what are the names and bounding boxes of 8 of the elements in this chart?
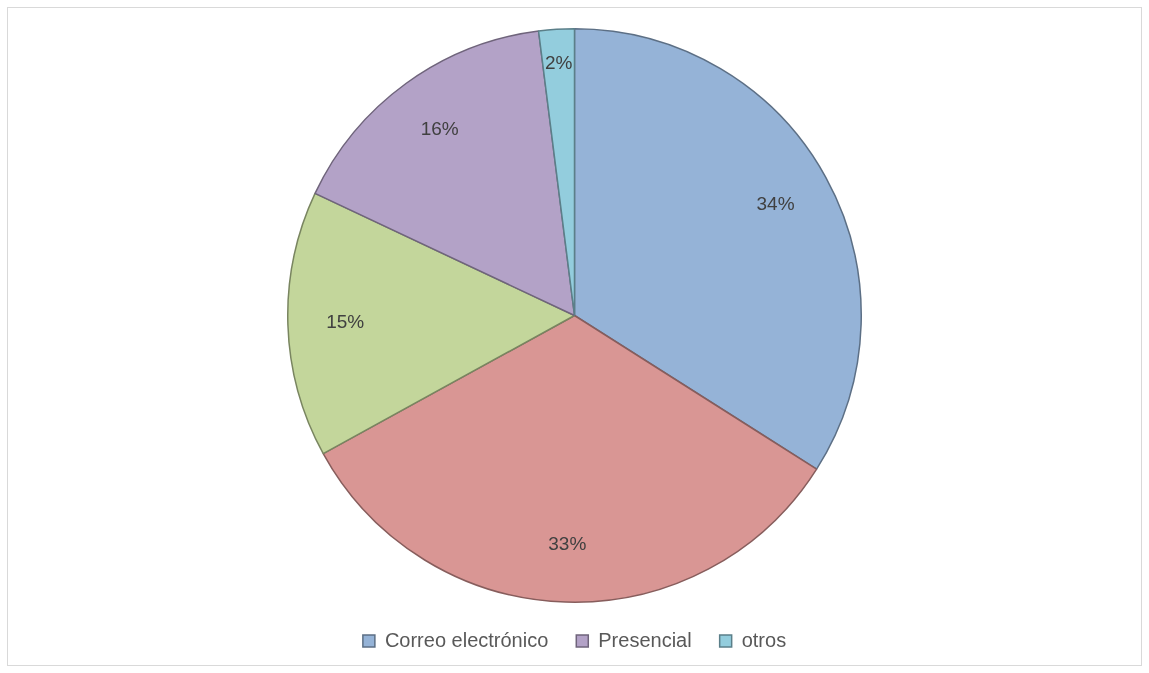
data-label: 33% (548, 533, 587, 555)
data-label: 15% (326, 310, 365, 332)
legend-label: Correo electrónico (384, 628, 549, 651)
legend-label: Presencial (598, 628, 692, 651)
data-label: 34% (756, 193, 795, 215)
legend-label: otros (741, 628, 787, 651)
data-label: 16% (420, 118, 459, 140)
data-label: 2% (544, 51, 573, 73)
